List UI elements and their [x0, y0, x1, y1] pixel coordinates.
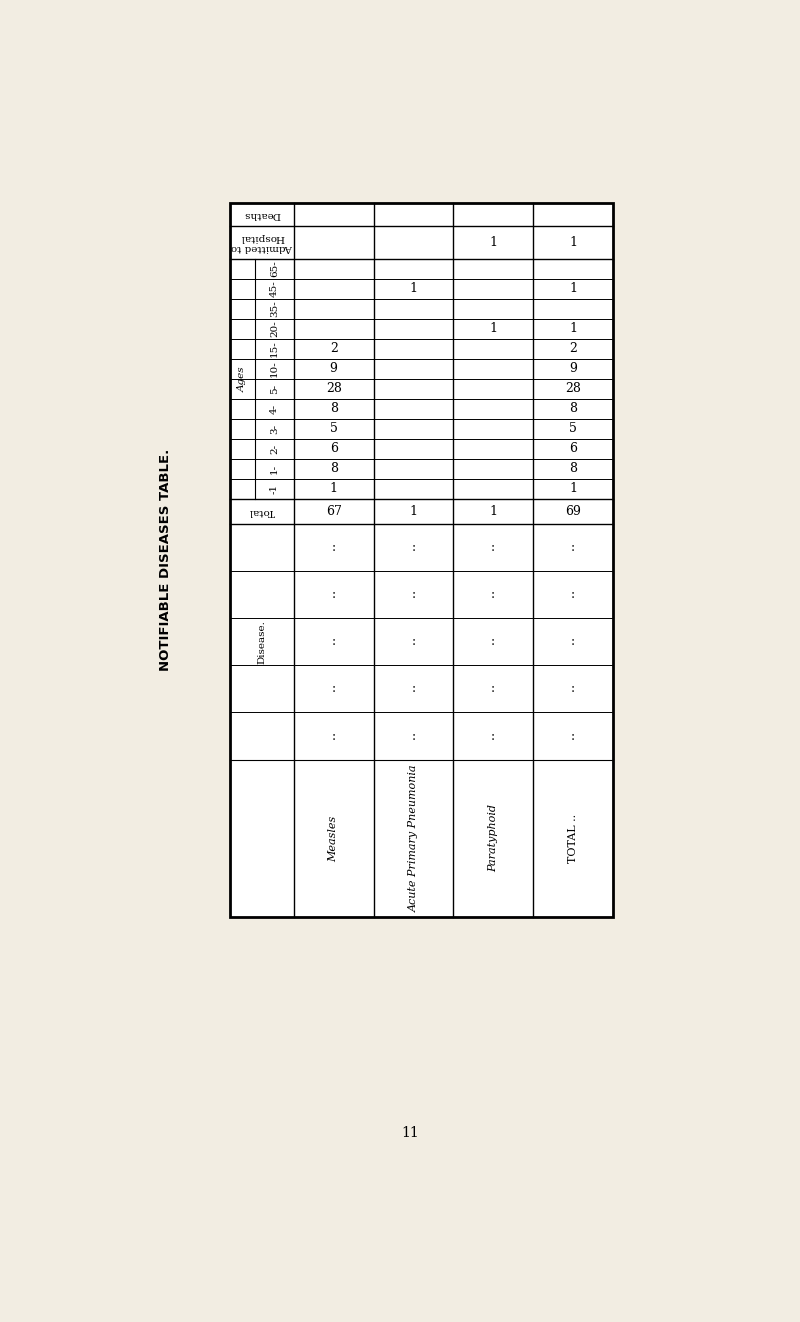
- Text: Paratyphoid: Paratyphoid: [488, 804, 498, 873]
- Text: :: :: [571, 635, 575, 648]
- Text: :: :: [491, 588, 495, 602]
- Text: NOTIFIABLE DISEASES TABLE.: NOTIFIABLE DISEASES TABLE.: [159, 449, 172, 672]
- Text: 2-: 2-: [270, 444, 279, 453]
- Text: Ages: Ages: [238, 366, 247, 391]
- Text: :: :: [332, 588, 336, 602]
- Text: :: :: [411, 541, 415, 554]
- Text: :: :: [491, 635, 495, 648]
- Text: 5: 5: [330, 423, 338, 435]
- Text: 1: 1: [490, 237, 498, 249]
- Text: 9: 9: [570, 362, 577, 375]
- Text: 1: 1: [569, 483, 577, 496]
- Text: 1: 1: [569, 237, 577, 249]
- Text: 9: 9: [330, 362, 338, 375]
- Text: 20-: 20-: [270, 320, 279, 337]
- Text: TOTAL ..: TOTAL ..: [568, 814, 578, 863]
- Text: :: :: [491, 541, 495, 554]
- Text: 1: 1: [569, 323, 577, 336]
- Text: Measles: Measles: [329, 816, 338, 862]
- Text: 67: 67: [326, 505, 342, 518]
- Text: :: :: [491, 682, 495, 695]
- Text: :: :: [571, 682, 575, 695]
- Text: 28: 28: [326, 382, 342, 395]
- Text: 28: 28: [565, 382, 581, 395]
- Bar: [230, 204, 613, 917]
- Text: 69: 69: [565, 505, 581, 518]
- Text: Admitted to
Hospital: Admitted to Hospital: [231, 233, 293, 253]
- Text: 5: 5: [570, 423, 577, 435]
- Text: 8: 8: [569, 402, 577, 415]
- Text: 8: 8: [330, 402, 338, 415]
- Text: :: :: [411, 635, 415, 648]
- Text: Acute Primary Pneumonia: Acute Primary Pneumonia: [409, 764, 418, 912]
- Text: -1: -1: [270, 484, 279, 494]
- Text: 3-: 3-: [270, 424, 279, 434]
- Text: :: :: [571, 588, 575, 602]
- Text: 5-: 5-: [270, 383, 279, 394]
- Text: :: :: [332, 682, 336, 695]
- Text: 65-: 65-: [270, 260, 279, 278]
- Text: 1: 1: [569, 283, 577, 295]
- Text: 35-: 35-: [270, 300, 279, 317]
- Text: :: :: [332, 730, 336, 743]
- Text: Disease.: Disease.: [258, 620, 266, 664]
- Text: 1: 1: [490, 323, 498, 336]
- Text: 6: 6: [330, 443, 338, 456]
- Text: 2: 2: [570, 342, 577, 356]
- Text: :: :: [411, 588, 415, 602]
- Text: 2: 2: [330, 342, 338, 356]
- Text: 1: 1: [330, 483, 338, 496]
- Text: :: :: [332, 541, 336, 554]
- Text: 6: 6: [569, 443, 577, 456]
- Text: :: :: [411, 730, 415, 743]
- Text: :: :: [411, 682, 415, 695]
- Text: 1: 1: [410, 283, 418, 295]
- Text: :: :: [571, 541, 575, 554]
- Text: 8: 8: [330, 463, 338, 476]
- Text: 8: 8: [569, 463, 577, 476]
- Text: 10-: 10-: [270, 361, 279, 377]
- Text: 1-: 1-: [270, 464, 279, 475]
- Text: Deaths: Deaths: [243, 210, 281, 219]
- Text: :: :: [491, 730, 495, 743]
- Text: 11: 11: [401, 1126, 419, 1140]
- Bar: [230, 204, 613, 917]
- Text: :: :: [571, 730, 575, 743]
- Text: 1: 1: [490, 505, 498, 518]
- Text: :: :: [332, 635, 336, 648]
- Text: Total: Total: [249, 506, 275, 516]
- Text: 4-: 4-: [270, 403, 279, 414]
- Text: 1: 1: [410, 505, 418, 518]
- Text: 45-: 45-: [270, 280, 279, 297]
- Text: 15-: 15-: [270, 341, 279, 357]
